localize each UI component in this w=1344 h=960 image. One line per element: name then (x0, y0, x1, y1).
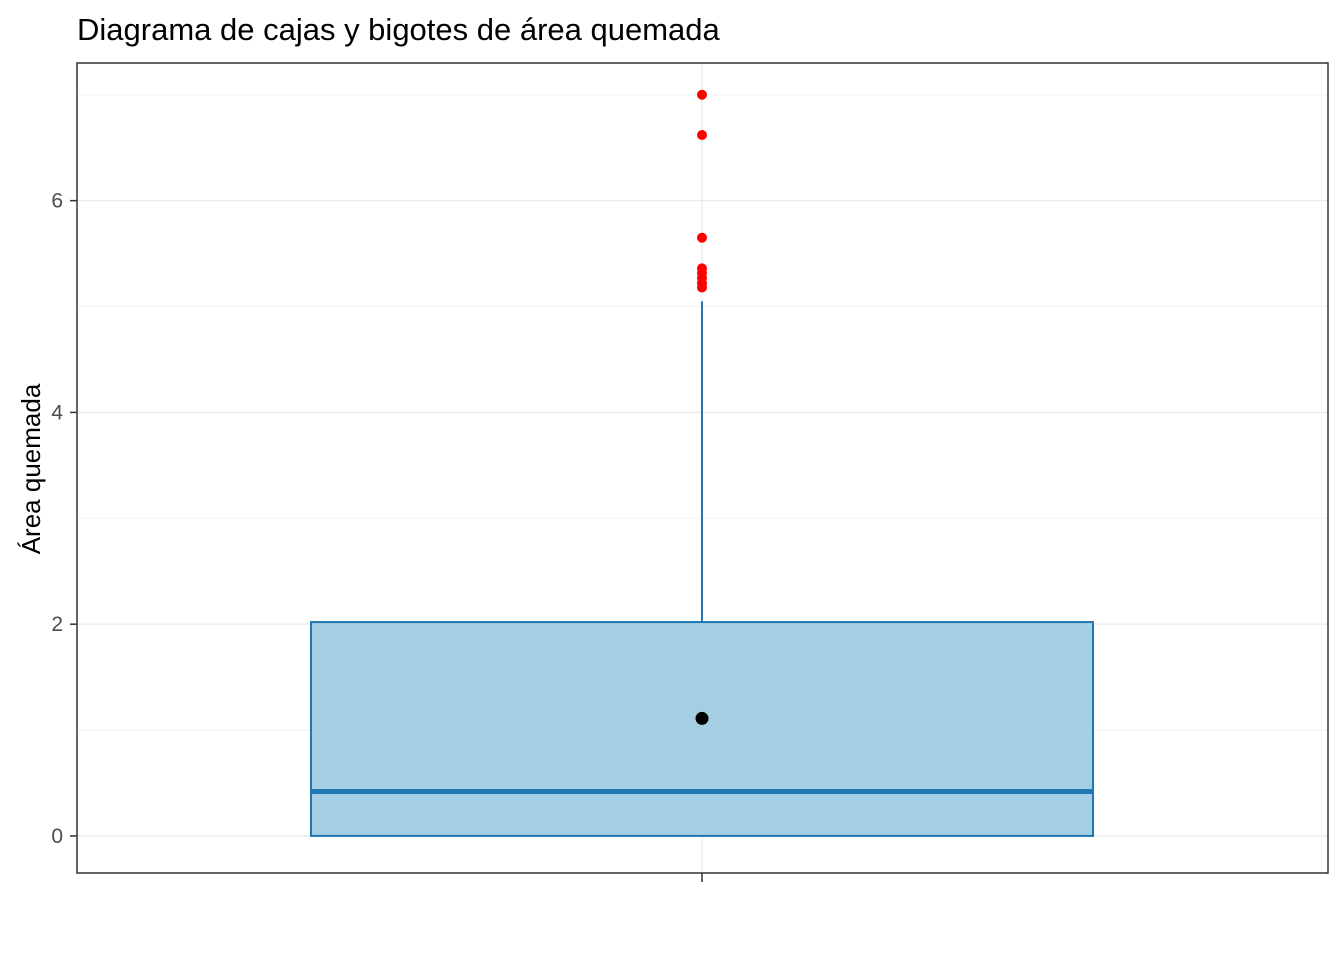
outlier-point (697, 89, 707, 100)
y-tick-label: 6 (51, 190, 63, 213)
outlier-point (697, 232, 707, 243)
axes: 0 2 4 6 (51, 62, 1329, 882)
outlier-point (697, 263, 707, 274)
y-tick-label: 0 (51, 825, 63, 848)
chart-title: Diagrama de cajas y bigotes de área quem… (77, 12, 721, 47)
box-iqr (310, 621, 1094, 837)
plot-marks (310, 89, 1094, 837)
y-axis-title: Área quemada (16, 383, 46, 554)
mean-point (695, 711, 709, 725)
y-tick-label: 4 (51, 401, 63, 424)
y-tick-label: 2 (51, 613, 63, 636)
outlier-point (697, 130, 707, 140)
